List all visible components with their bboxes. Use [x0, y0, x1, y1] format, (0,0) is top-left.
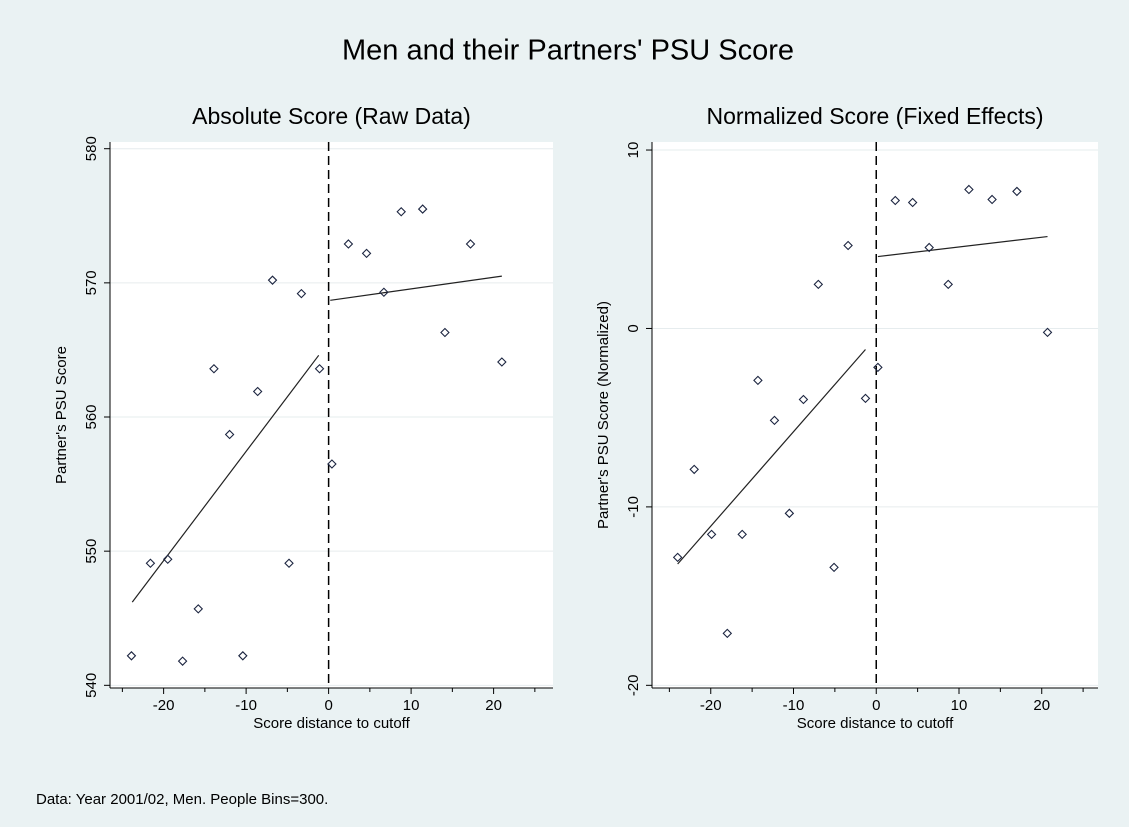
data-point: [465, 239, 476, 249]
data-point: [784, 508, 795, 519]
data-point: [126, 651, 137, 661]
data-point: [890, 195, 901, 206]
note: Data: Year 2001/02, Men. People Bins=300…: [36, 791, 328, 808]
y-tick-label: 0: [625, 324, 642, 332]
data-point: [924, 242, 934, 253]
fit-line: [877, 235, 1048, 258]
data-point: [177, 656, 188, 666]
x-tick-label: -20: [153, 697, 175, 714]
y-tick-label: 570: [83, 270, 100, 295]
data-point: [1012, 186, 1022, 197]
data-point: [396, 206, 406, 217]
data-point: [267, 275, 278, 285]
data-point: [987, 194, 997, 205]
x-axis-title: Score distance to cutoff: [797, 715, 954, 732]
data-point: [1042, 327, 1053, 338]
panel-title: Normalized Score (Fixed Effects): [706, 103, 1043, 129]
data-point: [672, 552, 683, 563]
data-point: [417, 204, 428, 214]
x-tick-label: 10: [403, 697, 420, 714]
x-tick-label: 0: [872, 697, 880, 714]
data-point: [689, 464, 699, 475]
y-tick-label: 550: [83, 539, 100, 564]
fit-line: [330, 275, 502, 301]
plot-area: [110, 142, 553, 688]
data-point: [964, 184, 974, 195]
panel-title: Absolute Score (Raw Data): [192, 103, 471, 129]
data-point: [193, 604, 204, 614]
figure-title: Men and their Partners' PSU Score: [342, 35, 794, 67]
y-tick-label: 580: [83, 136, 100, 161]
data-point: [753, 375, 763, 386]
data-point: [798, 394, 809, 405]
data-point: [907, 197, 918, 208]
x-tick-label: 10: [951, 697, 968, 714]
data-point: [361, 248, 372, 259]
data-point: [327, 459, 337, 469]
data-point: [379, 287, 389, 298]
x-tick-label: 20: [485, 697, 502, 714]
x-tick-label: -10: [783, 697, 805, 714]
x-tick-label: 20: [1033, 697, 1050, 714]
data-point: [343, 239, 354, 249]
x-tick-label: 0: [324, 697, 332, 714]
data-point: [314, 363, 325, 374]
data-point: [497, 357, 507, 367]
plot-area: [652, 142, 1098, 688]
y-tick-label: 560: [83, 404, 100, 429]
y-tick-label: 540: [83, 673, 100, 698]
y-axis-title: Partner's PSU Score: [53, 346, 70, 484]
data-point: [943, 279, 954, 290]
data-point: [860, 393, 871, 404]
y-axis-title: Partner's PSU Score (Normalized): [595, 301, 612, 529]
data-point: [162, 554, 173, 564]
y-tick-label: -20: [625, 674, 642, 696]
data-point: [722, 628, 733, 639]
data-point: [440, 327, 450, 338]
data-point: [252, 386, 263, 397]
data-point: [873, 362, 883, 373]
fit-line: [677, 349, 866, 565]
data-point: [737, 529, 747, 540]
data-point: [284, 558, 294, 569]
y-tick-label: -10: [625, 496, 642, 518]
data-point: [209, 363, 219, 374]
data-point: [224, 429, 235, 440]
x-tick-label: -10: [235, 697, 257, 714]
data-point: [843, 240, 853, 251]
data-point: [238, 651, 248, 661]
data-point: [813, 279, 824, 290]
data-point: [829, 562, 839, 573]
y-tick-label: 10: [625, 142, 642, 159]
fit-line: [131, 354, 320, 603]
data-point: [706, 529, 717, 540]
data-point: [145, 558, 156, 569]
data-point: [296, 288, 307, 299]
data-point: [769, 415, 780, 426]
x-axis-title: Score distance to cutoff: [253, 715, 410, 732]
x-tick-label: -20: [700, 697, 722, 714]
